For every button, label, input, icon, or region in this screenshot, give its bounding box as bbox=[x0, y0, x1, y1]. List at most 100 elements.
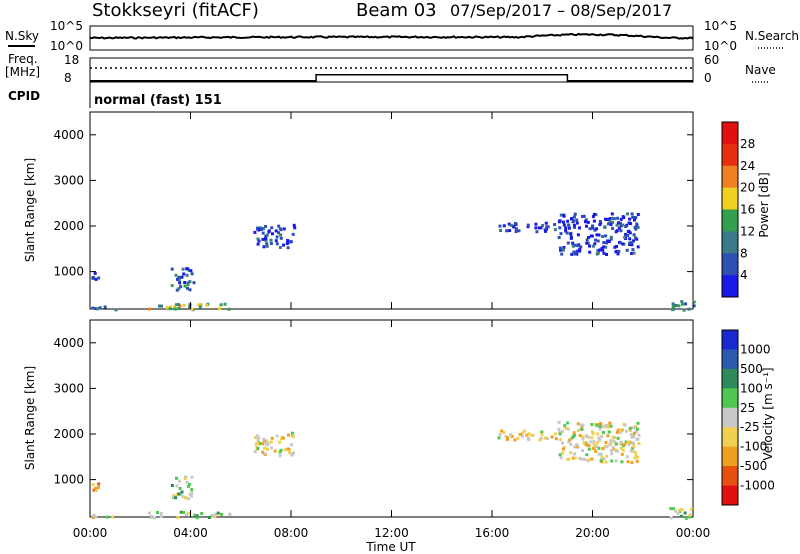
data-cell bbox=[557, 236, 561, 239]
nsky-tick-top: 10^5 bbox=[50, 19, 83, 33]
data-cell bbox=[598, 438, 601, 442]
data-cell bbox=[150, 514, 154, 518]
data-cell bbox=[558, 432, 562, 436]
data-cell bbox=[265, 233, 269, 237]
data-cell bbox=[91, 306, 95, 310]
data-cell bbox=[617, 221, 620, 225]
data-cell bbox=[571, 219, 575, 223]
data-cell bbox=[213, 512, 217, 516]
data-cell bbox=[559, 456, 563, 460]
data-cell bbox=[261, 450, 265, 454]
data-cell bbox=[578, 456, 582, 460]
data-cell bbox=[558, 430, 562, 434]
data-cell bbox=[597, 446, 601, 450]
data-cell bbox=[543, 436, 547, 440]
data-cell bbox=[571, 456, 575, 460]
data-cell bbox=[567, 226, 571, 230]
data-cell bbox=[594, 449, 598, 453]
data-cell bbox=[635, 237, 639, 241]
data-cell bbox=[262, 245, 266, 249]
colorbar-segment bbox=[722, 368, 738, 389]
data-cell bbox=[530, 433, 533, 437]
data-cell bbox=[634, 216, 638, 220]
nsky-tick-bottom: 10^0 bbox=[50, 39, 83, 53]
data-cell bbox=[585, 241, 589, 245]
data-cell bbox=[616, 428, 620, 432]
data-cell bbox=[621, 223, 625, 227]
data-cell bbox=[624, 429, 628, 433]
data-cell bbox=[619, 217, 623, 221]
data-cell bbox=[588, 250, 592, 254]
data-cell bbox=[275, 434, 279, 438]
data-cell bbox=[94, 489, 98, 492]
data-cell bbox=[256, 242, 260, 246]
data-cell bbox=[602, 245, 606, 249]
data-cell bbox=[568, 438, 572, 442]
data-cell bbox=[540, 433, 544, 437]
data-cell bbox=[596, 432, 600, 436]
data-cell bbox=[502, 224, 506, 228]
data-cell bbox=[558, 453, 562, 457]
data-cell bbox=[525, 433, 529, 437]
data-cell bbox=[629, 222, 633, 226]
data-cell bbox=[187, 484, 190, 488]
data-cell bbox=[267, 230, 271, 234]
data-cell bbox=[539, 436, 543, 440]
data-cell bbox=[573, 243, 577, 247]
data-cell bbox=[534, 222, 538, 226]
data-cell bbox=[596, 249, 600, 253]
data-cell bbox=[213, 515, 217, 519]
data-cell bbox=[256, 438, 260, 442]
data-cell bbox=[626, 460, 630, 464]
data-cell bbox=[262, 452, 266, 456]
data-cell bbox=[632, 239, 635, 243]
data-cell bbox=[190, 494, 193, 498]
freq-tick-bottom: 8 bbox=[64, 71, 72, 85]
data-cell bbox=[200, 512, 204, 515]
data-cell bbox=[584, 434, 588, 438]
data-cell bbox=[190, 272, 194, 276]
data-cell bbox=[103, 305, 107, 309]
data-cell bbox=[609, 237, 613, 241]
data-cell bbox=[559, 213, 563, 217]
data-cell bbox=[620, 428, 624, 432]
data-cell bbox=[538, 438, 542, 442]
data-cell bbox=[561, 447, 565, 451]
data-cell bbox=[262, 437, 266, 441]
data-cell bbox=[631, 248, 635, 252]
y-tick-label: 4000 bbox=[53, 128, 84, 142]
data-cell bbox=[619, 224, 623, 228]
data-cell bbox=[610, 216, 614, 220]
data-cell bbox=[596, 441, 600, 445]
data-cell bbox=[587, 435, 591, 439]
data-cell bbox=[611, 226, 615, 230]
data-cell bbox=[636, 421, 640, 425]
data-cell bbox=[621, 242, 625, 246]
data-cell bbox=[508, 229, 512, 233]
data-cell bbox=[573, 225, 577, 229]
x-tick-label: 08:00 bbox=[274, 526, 309, 540]
data-cell bbox=[602, 241, 606, 244]
data-cell bbox=[679, 514, 683, 518]
data-cell bbox=[277, 224, 281, 228]
data-cell bbox=[619, 428, 623, 432]
colorbar-tick-label: 500 bbox=[740, 362, 763, 376]
data-cell bbox=[292, 451, 295, 455]
data-cell bbox=[279, 228, 283, 232]
data-cell bbox=[545, 437, 549, 440]
data-cell bbox=[590, 423, 594, 426]
data-cell bbox=[594, 213, 598, 217]
freq-unit: [MHz] bbox=[5, 65, 40, 79]
data-cell bbox=[669, 507, 673, 511]
data-cell bbox=[253, 230, 257, 234]
data-cell bbox=[499, 229, 503, 232]
data-cell bbox=[254, 436, 257, 439]
data-cell bbox=[601, 447, 605, 451]
data-cell bbox=[270, 436, 274, 440]
data-cell bbox=[637, 433, 641, 437]
colorbar-segment bbox=[722, 165, 738, 189]
power-data bbox=[91, 212, 696, 312]
data-cell bbox=[264, 238, 268, 242]
data-cell bbox=[265, 244, 269, 248]
data-cell bbox=[269, 440, 273, 444]
